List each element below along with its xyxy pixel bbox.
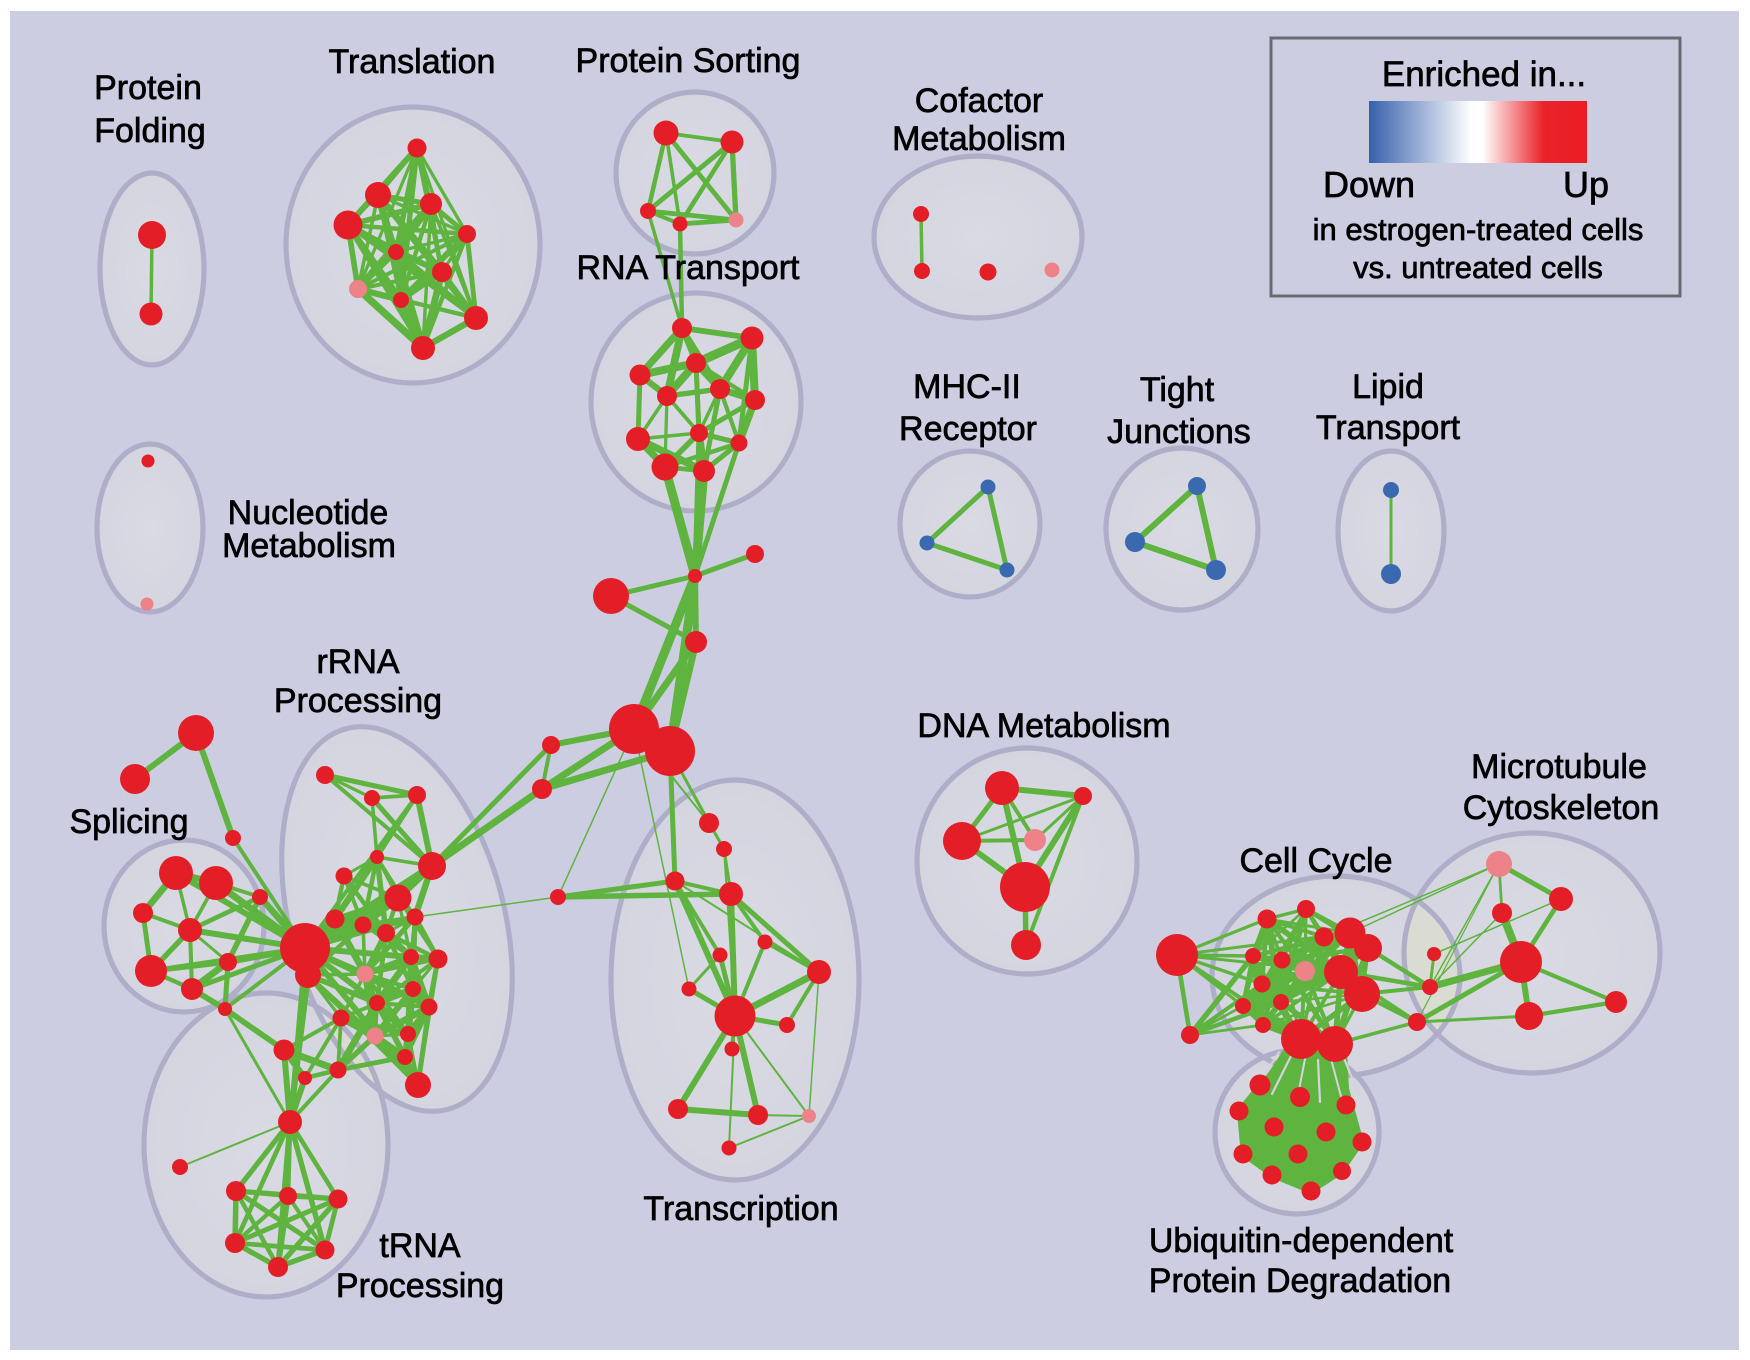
svg-text:DNA Metabolism: DNA Metabolism xyxy=(917,707,1170,745)
svg-text:rRNA: rRNA xyxy=(316,643,399,681)
svg-text:Cofactor: Cofactor xyxy=(915,82,1044,120)
svg-text:Tight: Tight xyxy=(1140,371,1215,409)
svg-text:Down: Down xyxy=(1323,164,1415,205)
svg-text:RNA Transport: RNA Transport xyxy=(577,249,801,287)
svg-text:Protein: Protein xyxy=(94,69,202,107)
svg-text:tRNA: tRNA xyxy=(379,1227,461,1265)
svg-text:in estrogen-treated cells: in estrogen-treated cells xyxy=(1313,212,1644,247)
svg-text:Processing: Processing xyxy=(274,682,442,720)
svg-text:Transcription: Transcription xyxy=(643,1190,838,1228)
svg-text:Transport: Transport xyxy=(1316,409,1461,447)
svg-text:Receptor: Receptor xyxy=(899,410,1037,448)
svg-text:Cell Cycle: Cell Cycle xyxy=(1239,842,1392,880)
svg-text:vs. untreated cells: vs. untreated cells xyxy=(1353,250,1603,285)
svg-text:Folding: Folding xyxy=(94,112,206,150)
svg-text:Ubiquitin-dependent: Ubiquitin-dependent xyxy=(1149,1222,1454,1260)
svg-text:Processing: Processing xyxy=(336,1267,504,1305)
svg-text:Enriched in...: Enriched in... xyxy=(1382,55,1586,94)
svg-text:Microtubule: Microtubule xyxy=(1471,748,1647,786)
svg-text:Nucleotide: Nucleotide xyxy=(228,494,389,532)
svg-text:Metabolism: Metabolism xyxy=(222,527,396,565)
svg-text:Up: Up xyxy=(1563,164,1609,205)
svg-text:Metabolism: Metabolism xyxy=(892,120,1066,158)
svg-text:MHC-II: MHC-II xyxy=(913,368,1021,406)
svg-text:Splicing: Splicing xyxy=(69,803,188,841)
svg-text:Junctions: Junctions xyxy=(1107,413,1251,451)
svg-text:Lipid: Lipid xyxy=(1352,368,1424,406)
svg-text:Cytoskeleton: Cytoskeleton xyxy=(1463,789,1660,827)
svg-text:Protein Sorting: Protein Sorting xyxy=(576,42,801,80)
svg-text:Protein Degradation: Protein Degradation xyxy=(1149,1262,1451,1300)
svg-text:Translation: Translation xyxy=(329,43,496,81)
